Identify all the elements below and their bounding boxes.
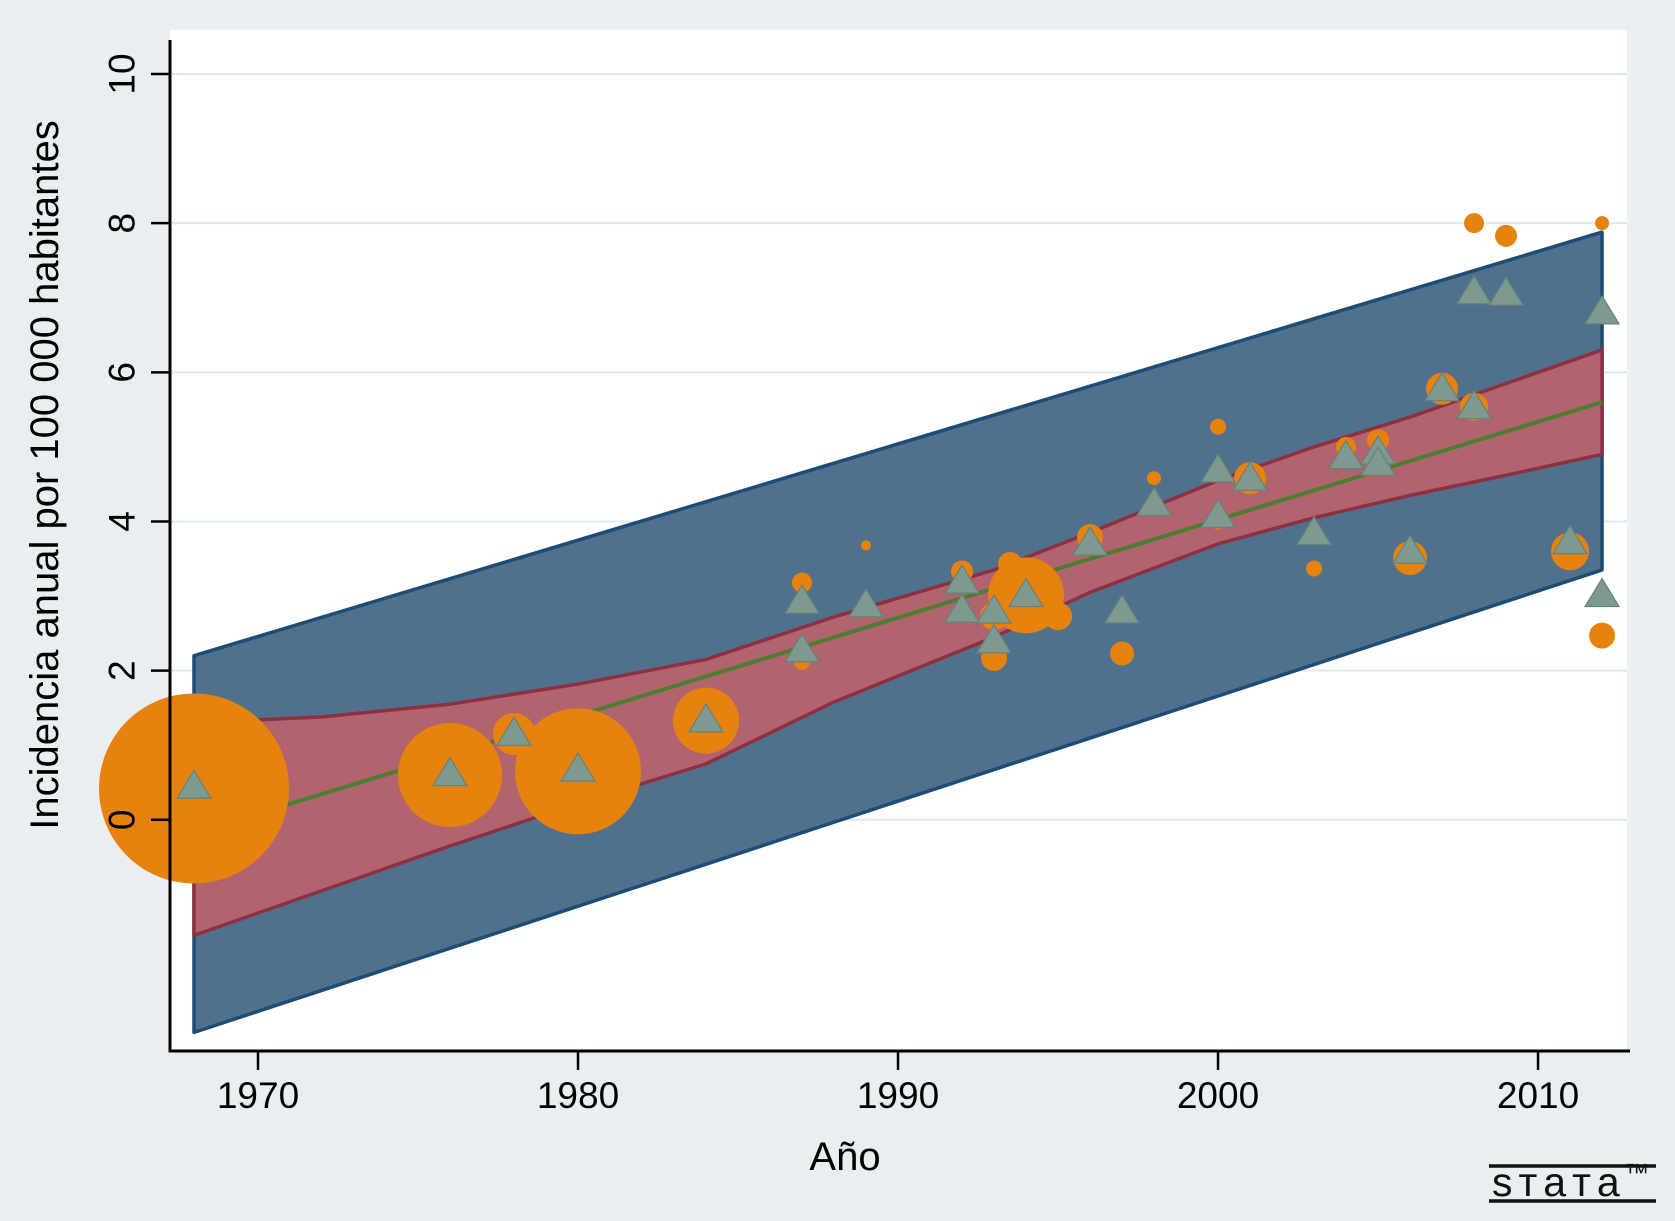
x-tick-label: 1970 <box>217 1075 299 1116</box>
scatter-triangle-marker <box>783 632 821 663</box>
y-tick-label: 8 <box>102 213 143 234</box>
y-tick-label: 6 <box>102 362 143 383</box>
scatter-circle-marker <box>1210 418 1227 435</box>
scatter-triangle-marker <box>1583 294 1621 325</box>
scatter-circle-marker <box>1044 602 1073 631</box>
scatter-triangle-marker <box>1135 486 1173 517</box>
scatter-triangle-marker <box>1071 525 1109 556</box>
scatter-circle-marker <box>1464 213 1485 234</box>
y-tick-label: 0 <box>102 810 143 831</box>
stata-logo-trademark: ™ <box>1624 1159 1649 1187</box>
x-tick-label: 1990 <box>857 1075 939 1116</box>
scatter-triangle-marker <box>1487 276 1525 306</box>
scatter-triangle-marker <box>943 593 981 623</box>
x-tick-label: 2010 <box>1497 1075 1579 1116</box>
scatter-triangle-marker <box>1359 446 1397 476</box>
scatter-circle-marker <box>1495 224 1518 247</box>
scatter-triangle-marker <box>1327 439 1365 470</box>
y-tick-label: 10 <box>102 53 143 94</box>
scatter-triangle-marker <box>1455 389 1493 420</box>
scatter-triangle-marker <box>1007 577 1045 608</box>
scatter-triangle-marker <box>847 587 885 618</box>
stata-logo-text: sтaтa <box>1492 1159 1626 1205</box>
scatter-circle-marker <box>1595 216 1610 231</box>
scatter-triangle-marker <box>559 751 597 782</box>
y-tick-label: 4 <box>102 511 143 532</box>
scatter-triangle-marker <box>1391 534 1429 564</box>
scatter-circle-marker <box>861 540 872 551</box>
y-tick-label: 2 <box>102 660 143 681</box>
y-axis-title: Incidencia anual por 100 000 habitantes <box>23 120 67 829</box>
scatter-circle-marker <box>792 572 813 593</box>
scatter-circle-marker <box>1147 471 1162 486</box>
scatter-triangle-marker <box>1551 524 1589 555</box>
scatter-triangle-marker <box>1423 371 1461 402</box>
x-tick-label: 2000 <box>1177 1075 1259 1116</box>
x-axis-title: Año <box>809 1135 880 1179</box>
scatter-triangle-marker <box>495 716 533 746</box>
scatter-circle-marker <box>1306 560 1323 577</box>
scatter-triangle-marker <box>1103 593 1141 624</box>
scatter-triangle-marker <box>687 702 725 733</box>
scatter-triangle-marker <box>1583 577 1621 608</box>
scatter-triangle-marker <box>975 593 1013 624</box>
scatter-circle-marker <box>1589 622 1616 649</box>
scatter-triangle-marker <box>1199 498 1237 529</box>
scatter-triangle-marker <box>1295 515 1333 546</box>
scatter-triangle-marker <box>783 584 821 614</box>
x-tick-label: 1980 <box>537 1075 619 1116</box>
scatter-circle-marker <box>1110 641 1135 666</box>
scatter-triangle-marker <box>975 623 1013 654</box>
scatter-triangle-marker <box>175 769 213 799</box>
scatter-triangle-marker <box>1455 274 1493 305</box>
scatter-triangle-marker <box>1199 452 1237 483</box>
scatter-triangle-marker <box>1231 461 1269 491</box>
scatter-triangle-marker <box>431 756 469 787</box>
